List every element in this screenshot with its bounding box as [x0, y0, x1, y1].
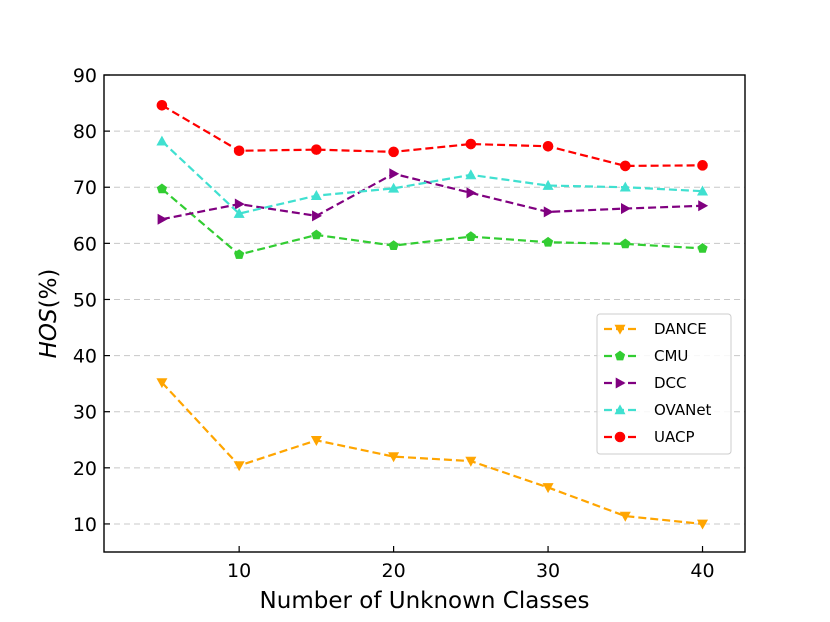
legend-marker [614, 350, 626, 361]
data-point [388, 452, 400, 463]
series-line [161, 104, 703, 168]
data-point [465, 231, 476, 241]
y-tick-label: 50 [73, 289, 97, 311]
data-point [543, 206, 554, 218]
x-tick-label: 30 [536, 560, 560, 582]
data-point [388, 240, 399, 250]
legend-label: UACP [654, 428, 695, 446]
data-point [388, 146, 399, 158]
legend-label: DANCE [654, 320, 707, 338]
data-point [157, 213, 168, 225]
data-point [465, 456, 477, 467]
series-dcc [157, 168, 709, 225]
legend-marker [614, 324, 626, 335]
y-tick-label: 60 [73, 233, 97, 255]
y-axis-title-suffix: (%) [36, 269, 62, 309]
y-tick-label: 70 [73, 177, 97, 199]
data-point [697, 519, 709, 530]
data-point [156, 183, 168, 194]
data-point [542, 140, 554, 152]
legend-marker [614, 404, 626, 415]
data-point [465, 169, 477, 180]
series-ovanet [156, 135, 709, 218]
legend-label: OVANet [654, 401, 712, 419]
legend-marker [614, 431, 626, 443]
y-tick-label: 10 [73, 514, 97, 536]
x-tick-label: 10 [227, 560, 251, 582]
legend-label: CMU [654, 347, 688, 365]
series-uacp [156, 100, 708, 172]
data-point [620, 203, 631, 215]
data-point [542, 179, 554, 190]
plot-frame [103, 74, 746, 553]
x-tick-label: 20 [382, 560, 406, 582]
data-point [234, 198, 245, 210]
y-axis-title-italic: HOS [36, 308, 62, 358]
data-point [310, 190, 322, 200]
x-axis-title: Number of Unknown Classes [260, 588, 590, 614]
legend-item-uacp: UACP [604, 428, 695, 446]
data-point [156, 100, 168, 111]
data-point [156, 378, 168, 389]
data-point [388, 182, 400, 193]
y-tick-label: 40 [73, 346, 97, 368]
data-point [619, 511, 631, 522]
axis-ticks: 10 20 30 40 50 60 70 80 90 10 20 30 40 [73, 65, 715, 582]
data-point [697, 160, 708, 171]
series-line [161, 381, 703, 526]
legend-item-cmu: CMU [604, 347, 688, 365]
series-layer [156, 100, 709, 530]
series-line [161, 188, 703, 256]
legend-item-dcc: DCC [604, 374, 687, 392]
data-point [619, 160, 631, 172]
data-point [698, 200, 709, 212]
data-point [233, 461, 245, 472]
data-point [697, 185, 709, 196]
data-point [234, 249, 245, 259]
data-point [389, 168, 400, 180]
legend-box [596, 313, 732, 455]
data-point [466, 187, 477, 199]
data-point [233, 207, 245, 218]
legend: DANCE CMU DCC OVANet UACP [596, 313, 732, 455]
data-point [310, 436, 322, 446]
data-point [542, 236, 554, 247]
y-axis-title: HOS(%) [36, 269, 62, 359]
data-point [156, 135, 168, 146]
data-point [465, 138, 477, 150]
data-point [233, 145, 245, 157]
series-dance [156, 378, 709, 530]
data-point [312, 210, 322, 222]
legend-marker [615, 377, 626, 389]
y-tick-label: 90 [73, 65, 97, 87]
legend-item-dance: DANCE [604, 320, 707, 338]
x-tick-label: 40 [690, 560, 714, 582]
data-point [311, 144, 322, 155]
series-cmu [156, 183, 708, 259]
legend-item-ovanet: OVANet [604, 401, 712, 419]
series-line [161, 140, 703, 215]
y-tick-label: 80 [73, 121, 97, 143]
y-tick-label: 20 [73, 458, 97, 480]
legend-label: DCC [654, 374, 687, 392]
series-line [161, 172, 703, 221]
data-point [620, 238, 631, 249]
data-point [697, 243, 708, 253]
y-tick-label: 30 [73, 402, 97, 424]
data-point [542, 483, 554, 494]
data-point [619, 181, 631, 192]
data-point [311, 229, 322, 240]
